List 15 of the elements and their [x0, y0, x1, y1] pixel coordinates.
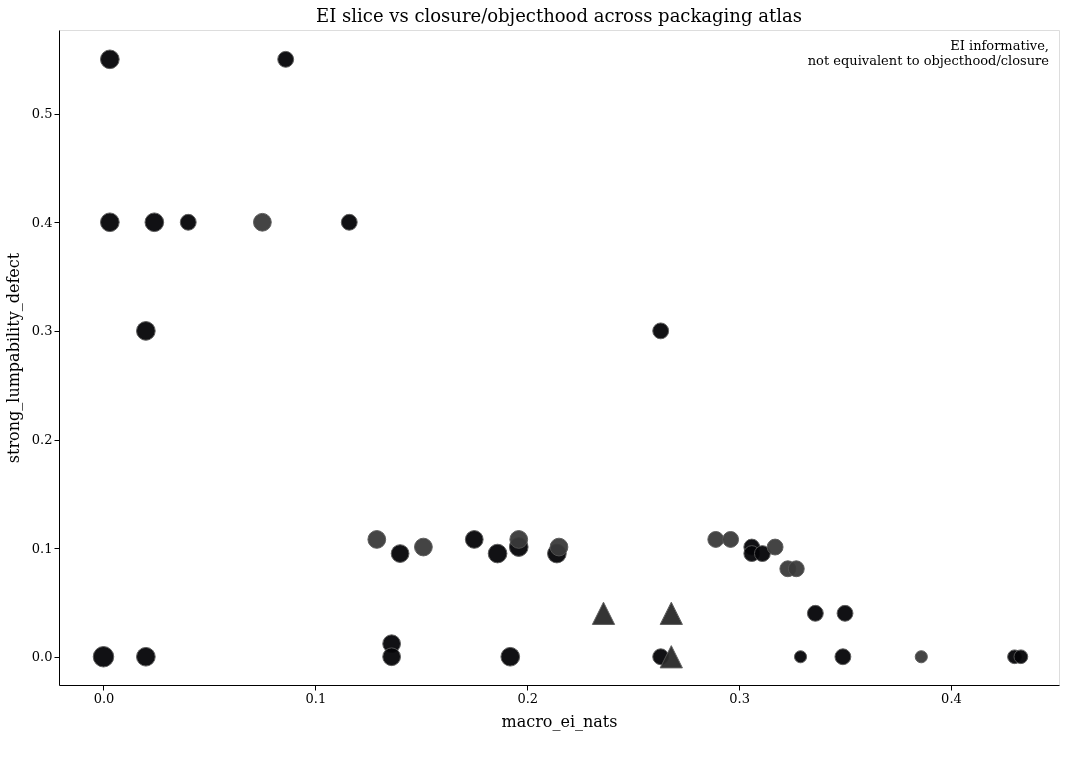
chart-title: EI slice vs closure/objecthood across packaging atlas [316, 5, 802, 26]
y-tick-label: 0.5 [31, 106, 53, 122]
y-axis-title: strong_lumpability_defect [3, 252, 23, 464]
y-tick-label: 0.2 [31, 432, 53, 448]
x-tick-label: 0.1 [305, 690, 327, 706]
x-tick-label: 0.3 [729, 690, 750, 706]
x-tick-label: 0.0 [93, 690, 115, 706]
y-tick-label: 0.1 [31, 540, 53, 556]
y-tick-label: 0.0 [31, 649, 53, 665]
x-tick-label: 0.4 [941, 690, 962, 706]
x-axis-title: macro_ei_nats [501, 711, 618, 731]
y-tick-label: 0.4 [31, 214, 53, 230]
annotation: EI informative, not equivalent to objecthood/closure [807, 38, 1050, 68]
y-tick-label: 0.3 [31, 323, 53, 339]
x-tick-label: 0.2 [517, 690, 539, 706]
